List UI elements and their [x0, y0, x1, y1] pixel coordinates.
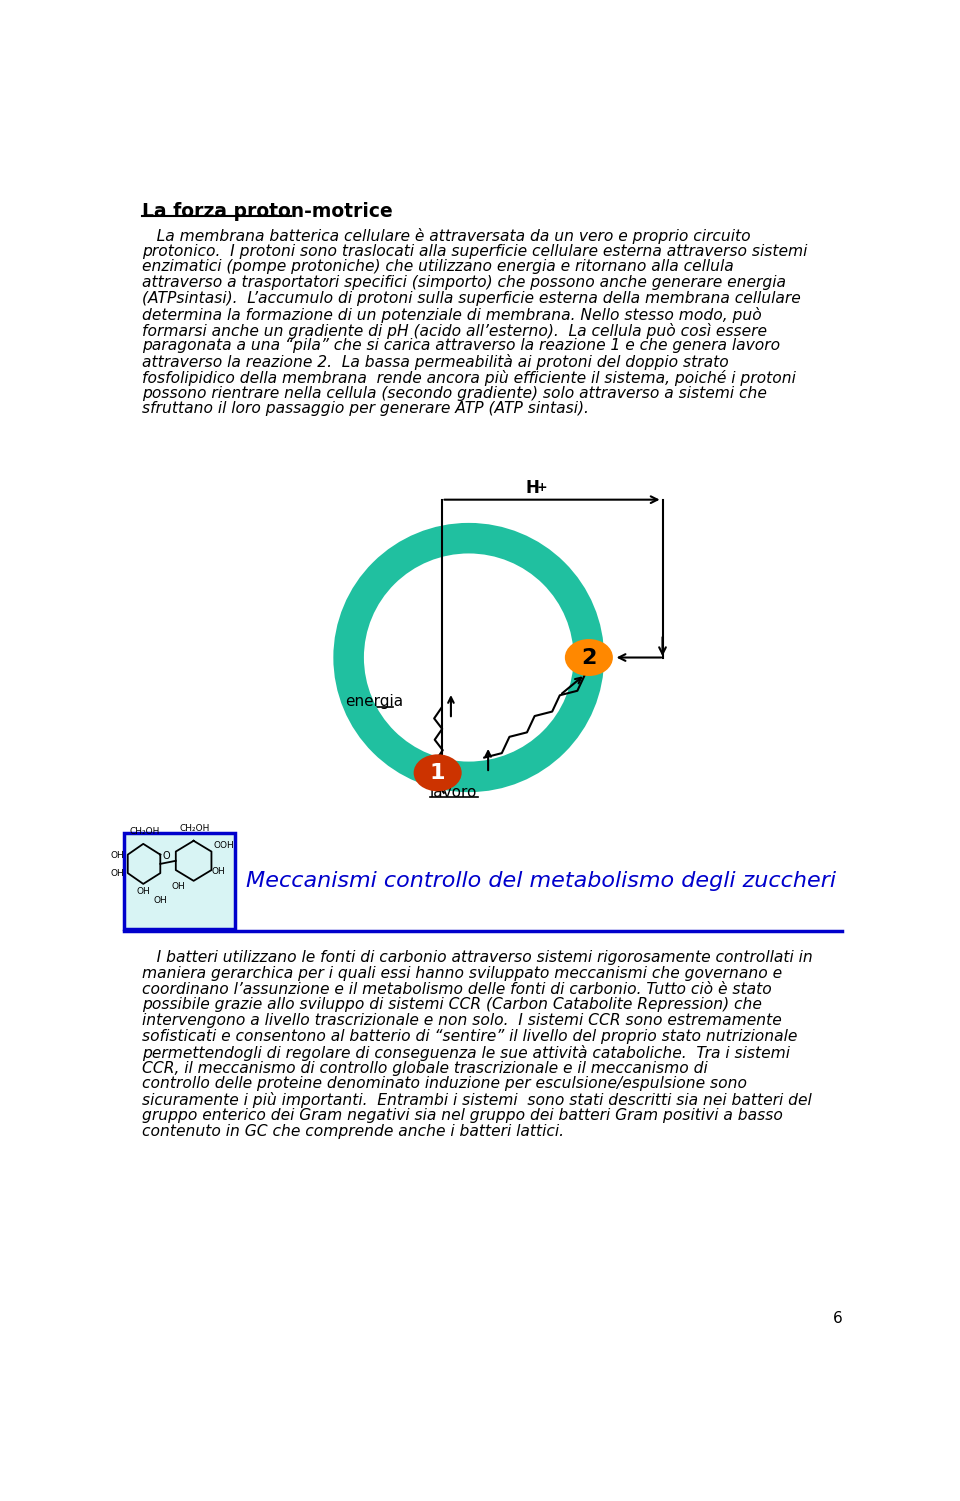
- Text: CH₂OH: CH₂OH: [180, 824, 209, 833]
- Text: OH: OH: [154, 896, 167, 905]
- Text: OH: OH: [111, 869, 125, 878]
- Text: La forza proton-motrice: La forza proton-motrice: [142, 201, 393, 221]
- Text: +: +: [537, 482, 547, 494]
- Text: lavoro: lavoro: [429, 785, 477, 800]
- Text: 1: 1: [430, 763, 445, 784]
- Ellipse shape: [564, 639, 612, 675]
- Text: OH: OH: [171, 883, 185, 892]
- Text: maniera gerarchica per i quali essi hanno sviluppato meccanismi che governano e: maniera gerarchica per i quali essi hann…: [142, 967, 781, 982]
- Text: attraverso a trasportatori specifici (simporto) che possono anche generare energ: attraverso a trasportatori specifici (si…: [142, 275, 785, 290]
- Text: (ATPsintasi).  L’accumulo di protoni sulla superficie esterna della membrana cel: (ATPsintasi). L’accumulo di protoni sull…: [142, 291, 801, 306]
- Text: protonico.  I protoni sono traslocati alla superficie cellulare esterna attraver: protonico. I protoni sono traslocati all…: [142, 243, 807, 258]
- Text: coordinano l’assunzione e il metabolismo delle fonti di carbonio. Tutto ciò è st: coordinano l’assunzione e il metabolismo…: [142, 982, 772, 997]
- Text: OOH: OOH: [213, 841, 233, 850]
- Text: CCR, il meccanismo di controllo globale trascrizionale e il meccanismo di: CCR, il meccanismo di controllo globale …: [142, 1061, 708, 1076]
- Text: enzimatici (pompe protoniche) che utilizzano energia e ritornano alla cellula: enzimatici (pompe protoniche) che utiliz…: [142, 260, 733, 275]
- Text: OH: OH: [136, 887, 150, 896]
- Ellipse shape: [414, 755, 462, 791]
- Text: sofisticati e consentono al batterio di “sentire” il livello del proprio stato n: sofisticati e consentono al batterio di …: [142, 1030, 797, 1045]
- Text: CH₂OH: CH₂OH: [130, 827, 160, 836]
- Text: possibile grazie allo sviluppo di sistemi CCR (Carbon Catabolite Repression) che: possibile grazie allo sviluppo di sistem…: [142, 998, 761, 1013]
- Text: 2: 2: [581, 647, 596, 668]
- Text: formarsi anche un gradiente di pH (acido all’esterno).  La cellula può così esse: formarsi anche un gradiente di pH (acido…: [142, 323, 767, 339]
- Text: attraverso la reazione 2.  La bassa permeabilità ai protoni del doppio strato: attraverso la reazione 2. La bassa perme…: [142, 354, 729, 371]
- Text: fosfolipidico della membrana  rende ancora più efficiente il sistema, poiché i p: fosfolipidico della membrana rende ancor…: [142, 369, 796, 386]
- Text: permettendogli di regolare di conseguenza le sue attività cataboliche.  Tra i si: permettendogli di regolare di conseguenz…: [142, 1045, 790, 1061]
- Text: determina la formazione di un potenziale di membrana. Nello stesso modo, può: determina la formazione di un potenziale…: [142, 306, 761, 323]
- Text: paragonata a una “pila” che si carica attraverso la reazione 1 e che genera lavo: paragonata a una “pila” che si carica at…: [142, 338, 780, 353]
- Text: La membrana batterica cellulare è attraversata da un vero e proprio circuito: La membrana batterica cellulare è attrav…: [142, 228, 751, 243]
- Text: H: H: [525, 479, 540, 497]
- Text: OH: OH: [111, 851, 125, 860]
- Text: sicuramente i più importanti.  Entrambi i sistemi  sono stati descritti sia nei : sicuramente i più importanti. Entrambi i…: [142, 1093, 811, 1108]
- Text: OH: OH: [211, 868, 226, 877]
- Text: possono rientrare nella cellula (secondo gradiente) solo attraverso a sistemi ch: possono rientrare nella cellula (secondo…: [142, 386, 767, 401]
- Text: 6: 6: [832, 1310, 842, 1325]
- Text: controllo delle proteine denominato induzione per esculsione/espulsione sono: controllo delle proteine denominato indu…: [142, 1076, 747, 1091]
- FancyBboxPatch shape: [124, 833, 234, 929]
- Text: gruppo enterico dei Gram negativi sia nel gruppo dei batteri Gram positivi a bas: gruppo enterico dei Gram negativi sia ne…: [142, 1108, 782, 1123]
- Text: O: O: [162, 851, 170, 862]
- Text: contenuto in GC che comprende anche i batteri lattici.: contenuto in GC che comprende anche i ba…: [142, 1124, 564, 1139]
- Text: intervengono a livello trascrizionale e non solo.  I sistemi CCR sono estremamen: intervengono a livello trascrizionale e …: [142, 1013, 781, 1028]
- Text: I batteri utilizzano le fonti di carbonio attraverso sistemi rigorosamente contr: I batteri utilizzano le fonti di carboni…: [142, 950, 812, 965]
- Text: sfruttano il loro passaggio per generare ATP (ATP sintasi).: sfruttano il loro passaggio per generare…: [142, 401, 588, 416]
- Text: Meccanismi controllo del metabolismo degli zuccheri: Meccanismi controllo del metabolismo deg…: [246, 871, 835, 890]
- Text: energia: energia: [345, 695, 403, 710]
